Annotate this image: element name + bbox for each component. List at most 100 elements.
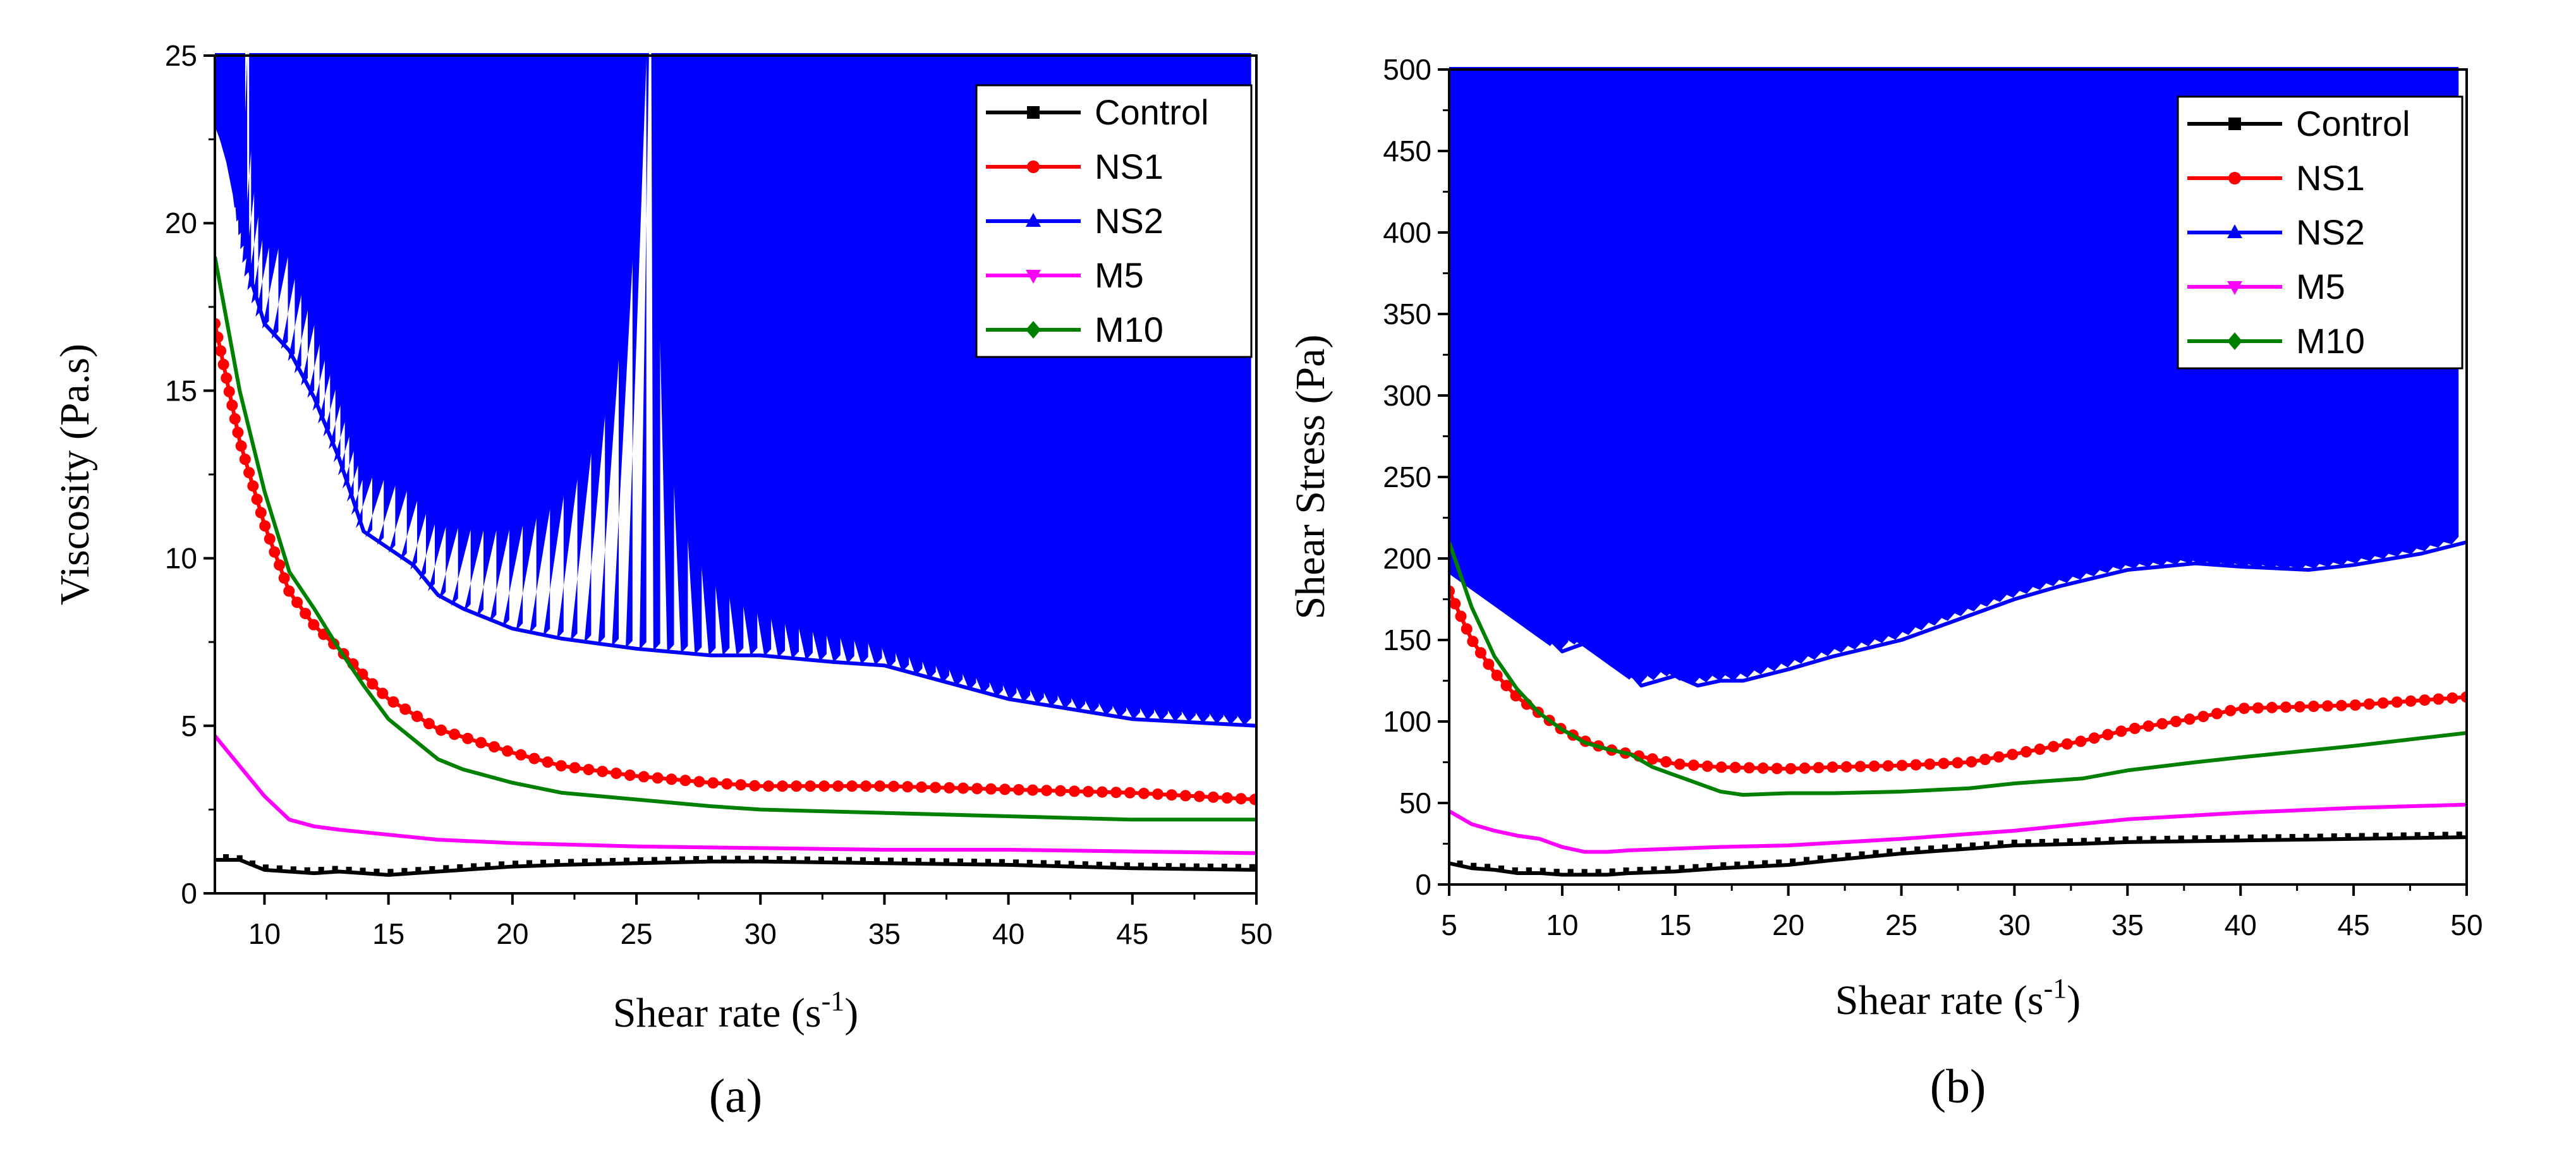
a-series-ns1-point [638,771,650,782]
a-series-control-point [930,858,935,864]
a-series-ns1-point [569,762,581,773]
b-legend-control-label: Control [2296,104,2410,143]
b-y-tick-label: 300 [1383,379,1431,412]
b-x-tick-label: 5 [1441,909,1457,941]
a-series-ns1-point [215,345,226,356]
b-series-ns1-point [1965,756,1977,768]
b-series-control-point [2026,839,2031,845]
a-series-ns1-point [528,753,540,764]
a-series-ns1-point [1166,789,1177,800]
b-series-ns1-point [2197,711,2209,722]
a-series-control-point [763,856,769,862]
b-series-ns1-point [1467,636,1478,647]
b-series-control-point [2415,832,2421,838]
a-series-control-point [860,857,866,863]
a-series-control-point [291,866,296,872]
b-series-control-point [2429,832,2434,838]
b-series-control-point [1679,865,1684,871]
a-series-ns1-point [377,688,388,699]
a-series-control-point [874,857,880,863]
a-series-ns1-point [247,480,258,492]
b-series-ns1-point [1455,611,1467,622]
b-series-control-point [2318,834,2323,840]
b-series-control-point [1720,862,1726,868]
a-series-control-point [902,858,908,864]
a-series-ns1-point [411,711,423,722]
b-y-tick-label: 400 [1383,216,1431,249]
a-series-control-point [346,867,352,872]
a-series-ns1-point [805,780,816,792]
a-series-ns1-point [556,760,567,771]
a-series-control-point [568,859,574,865]
a-series-control-point [971,859,977,864]
a-series-control-point [277,866,283,871]
a-series-ns1-point [283,586,295,597]
b-series-control-point [1914,847,1920,852]
b-series-ns1-point [2048,741,2059,752]
a-series-control-point [596,859,602,864]
b-x-tick-label: 10 [1546,909,1578,941]
a-series-control-point [471,863,477,869]
a-series-control-point [1222,864,1227,869]
b-series-ns1-point [1869,761,1880,772]
b-series-control-point [1942,845,1948,850]
b-series-control-point [1928,845,1934,851]
b-series-ns1-point [2405,696,2417,707]
a-series-ns1-point [1097,787,1108,798]
b-series-control-point [1471,863,1476,869]
b-legend-ns2-label: NS2 [2296,212,2365,252]
b-y-tick-label: 0 [1415,868,1431,901]
b-series-ns1-point [1716,761,1727,773]
a-x-tick-label: 25 [620,917,652,950]
b-legend-ns1-marker [2228,172,2241,184]
b-series-control-point [1873,850,1878,856]
a-legend-ns2-label: NS2 [1095,201,1163,241]
a-y-tick-label: 10 [165,542,197,575]
b-series-ns1-point [1483,658,1494,670]
a-legend-control-marker [1027,106,1040,119]
a-x-tick-label: 15 [372,917,404,950]
b-series-control-point [1845,853,1851,859]
b-series-ns1-point [1785,763,1797,775]
a-series-ns1-point [264,533,276,545]
b-series-ns1-point [2102,729,2113,740]
a-y-tick-label: 0 [181,877,197,910]
a-series-control-point [1097,862,1102,867]
b-series-control-point [2248,835,2254,840]
a-series-ns1-point [916,782,927,793]
a-series-control-point [1194,864,1200,869]
a-series-control-point [263,864,269,870]
b-y-tick-label: 100 [1383,705,1431,738]
a-series-ns1-point [1069,785,1080,797]
a-series-ns1-point [1027,785,1038,796]
b-series-control-point [1624,867,1629,873]
a-series-control-point [916,858,921,864]
a-series-ns1-point [735,779,746,790]
a-series-control-point [624,858,629,864]
a-series-ns1-point [1152,788,1163,800]
a-series-control-point [944,859,949,864]
b-series-control-point [1900,847,1906,853]
b-series-control-point [1818,855,1823,861]
b-series-ns1-point [1744,762,1755,773]
a-series-ns2-point [83,0,230,83]
a-series-control-point [610,858,616,864]
b-series-ns1-point [1841,761,1852,773]
a-series-ns1-point [707,777,719,788]
b-series-control-point [1790,859,1795,864]
a-legend-ns1-label: NS1 [1095,147,1163,186]
a-caption: (a) [709,1070,762,1123]
a-series-ns1-point [255,507,267,518]
a-series-ns1-point [1208,792,1219,803]
b-series-control-point [1540,868,1546,874]
a-series-control-point [846,857,852,863]
a-series-ns1-point [902,781,913,792]
a-series-ns1-point [435,725,447,736]
a-series-ns1-point [721,778,732,790]
a-series-ns1-point [269,546,280,558]
b-series-control-point [1498,866,1504,871]
a-series-ns1-point [597,766,608,777]
a-series-ns1-point [387,696,399,708]
